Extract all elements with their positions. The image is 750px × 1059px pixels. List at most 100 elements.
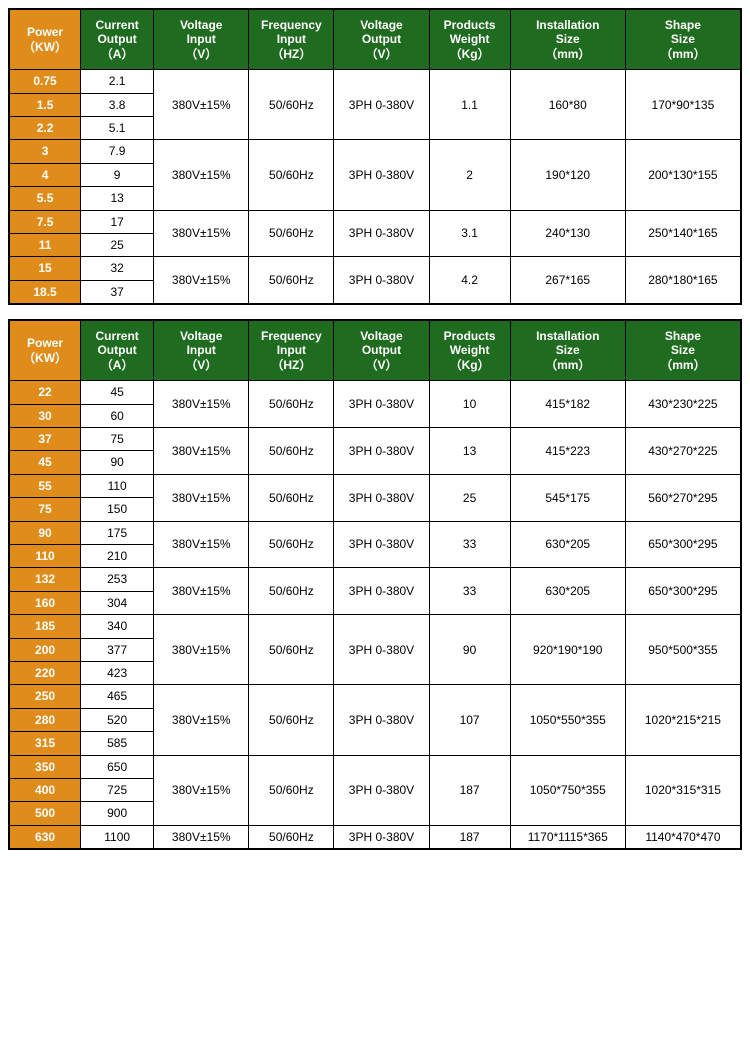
power-cell: 315	[9, 732, 81, 755]
col-header: ShapeSize（mm）	[625, 9, 741, 70]
current-cell: 175	[81, 521, 154, 544]
install-size-cell: 545*175	[510, 474, 625, 521]
table-row: 6301100380V±15%50/60Hz3PH 0-380V1871170*…	[9, 825, 741, 849]
voltage-output-cell: 3PH 0-380V	[334, 70, 429, 140]
col-header: CurrentOutput（A）	[81, 320, 154, 381]
power-cell: 350	[9, 755, 81, 778]
current-cell: 150	[81, 498, 154, 521]
voltage-input-cell: 380V±15%	[154, 428, 249, 475]
power-cell: 220	[9, 661, 81, 684]
shape-size-cell: 250*140*165	[625, 210, 741, 257]
frequency-input-cell: 50/60Hz	[249, 140, 334, 210]
frequency-input-cell: 50/60Hz	[249, 210, 334, 257]
power-cell: 132	[9, 568, 81, 591]
weight-cell: 10	[429, 381, 510, 428]
shape-size-cell: 170*90*135	[625, 70, 741, 140]
install-size-cell: 630*205	[510, 521, 625, 568]
table-row: 7.517380V±15%50/60Hz3PH 0-380V3.1240*130…	[9, 210, 741, 233]
current-cell: 13	[81, 187, 154, 210]
voltage-input-cell: 380V±15%	[154, 568, 249, 615]
power-cell: 160	[9, 591, 81, 614]
table-row: 90175380V±15%50/60Hz3PH 0-380V33630*2056…	[9, 521, 741, 544]
col-header: VoltageInput（V）	[154, 320, 249, 381]
power-cell: 30	[9, 404, 81, 427]
frequency-input-cell: 50/60Hz	[249, 568, 334, 615]
col-header: FrequencyInput（HZ）	[249, 320, 334, 381]
install-size-cell: 267*165	[510, 257, 625, 304]
install-size-cell: 1170*1115*365	[510, 825, 625, 849]
voltage-output-cell: 3PH 0-380V	[334, 474, 429, 521]
shape-size-cell: 560*270*295	[625, 474, 741, 521]
current-cell: 650	[81, 755, 154, 778]
install-size-cell: 920*190*190	[510, 615, 625, 685]
voltage-output-cell: 3PH 0-380V	[334, 140, 429, 210]
voltage-output-cell: 3PH 0-380V	[334, 210, 429, 257]
voltage-output-cell: 3PH 0-380V	[334, 825, 429, 849]
current-cell: 110	[81, 474, 154, 497]
col-header: VoltageOutput（V）	[334, 320, 429, 381]
current-cell: 900	[81, 802, 154, 825]
weight-cell: 25	[429, 474, 510, 521]
install-size-cell: 1050*750*355	[510, 755, 625, 825]
install-size-cell: 190*120	[510, 140, 625, 210]
current-cell: 520	[81, 708, 154, 731]
frequency-input-cell: 50/60Hz	[249, 615, 334, 685]
shape-size-cell: 430*230*225	[625, 381, 741, 428]
weight-cell: 187	[429, 825, 510, 849]
table-row: 2245380V±15%50/60Hz3PH 0-380V10415*18243…	[9, 381, 741, 404]
shape-size-cell: 1140*470*470	[625, 825, 741, 849]
power-cell: 0.75	[9, 70, 81, 93]
power-cell: 1.5	[9, 93, 81, 116]
install-size-cell: 240*130	[510, 210, 625, 257]
voltage-output-cell: 3PH 0-380V	[334, 381, 429, 428]
current-cell: 210	[81, 544, 154, 567]
current-cell: 9	[81, 163, 154, 186]
table-row: 55110380V±15%50/60Hz3PH 0-380V25545*1755…	[9, 474, 741, 497]
power-cell: 110	[9, 544, 81, 567]
current-cell: 465	[81, 685, 154, 708]
current-cell: 32	[81, 257, 154, 280]
frequency-input-cell: 50/60Hz	[249, 257, 334, 304]
current-cell: 340	[81, 615, 154, 638]
weight-cell: 13	[429, 428, 510, 475]
power-cell: 4	[9, 163, 81, 186]
frequency-input-cell: 50/60Hz	[249, 825, 334, 849]
current-cell: 45	[81, 381, 154, 404]
current-cell: 75	[81, 428, 154, 451]
power-cell: 22	[9, 381, 81, 404]
current-cell: 304	[81, 591, 154, 614]
col-header: FrequencyInput（HZ）	[249, 9, 334, 70]
current-cell: 37	[81, 280, 154, 304]
spec-table-1: Power（KW）CurrentOutput（A）VoltageInput（V）…	[8, 8, 742, 305]
table-row: 250465380V±15%50/60Hz3PH 0-380V1071050*5…	[9, 685, 741, 708]
install-size-cell: 1050*550*355	[510, 685, 625, 755]
current-cell: 60	[81, 404, 154, 427]
col-header: Power（KW）	[9, 320, 81, 381]
table-row: 185340380V±15%50/60Hz3PH 0-380V90920*190…	[9, 615, 741, 638]
voltage-input-cell: 380V±15%	[154, 70, 249, 140]
voltage-input-cell: 380V±15%	[154, 210, 249, 257]
weight-cell: 4.2	[429, 257, 510, 304]
current-cell: 3.8	[81, 93, 154, 116]
shape-size-cell: 200*130*155	[625, 140, 741, 210]
current-cell: 7.9	[81, 140, 154, 163]
col-header: VoltageOutput（V）	[334, 9, 429, 70]
power-cell: 3	[9, 140, 81, 163]
power-cell: 185	[9, 615, 81, 638]
frequency-input-cell: 50/60Hz	[249, 685, 334, 755]
weight-cell: 2	[429, 140, 510, 210]
table-row: 1532380V±15%50/60Hz3PH 0-380V4.2267*1652…	[9, 257, 741, 280]
weight-cell: 33	[429, 521, 510, 568]
current-cell: 90	[81, 451, 154, 474]
power-cell: 55	[9, 474, 81, 497]
table-row: 132253380V±15%50/60Hz3PH 0-380V33630*205…	[9, 568, 741, 591]
power-cell: 11	[9, 233, 81, 256]
install-size-cell: 160*80	[510, 70, 625, 140]
current-cell: 253	[81, 568, 154, 591]
power-cell: 400	[9, 778, 81, 801]
install-size-cell: 415*182	[510, 381, 625, 428]
current-cell: 585	[81, 732, 154, 755]
weight-cell: 1.1	[429, 70, 510, 140]
current-cell: 423	[81, 661, 154, 684]
voltage-output-cell: 3PH 0-380V	[334, 755, 429, 825]
